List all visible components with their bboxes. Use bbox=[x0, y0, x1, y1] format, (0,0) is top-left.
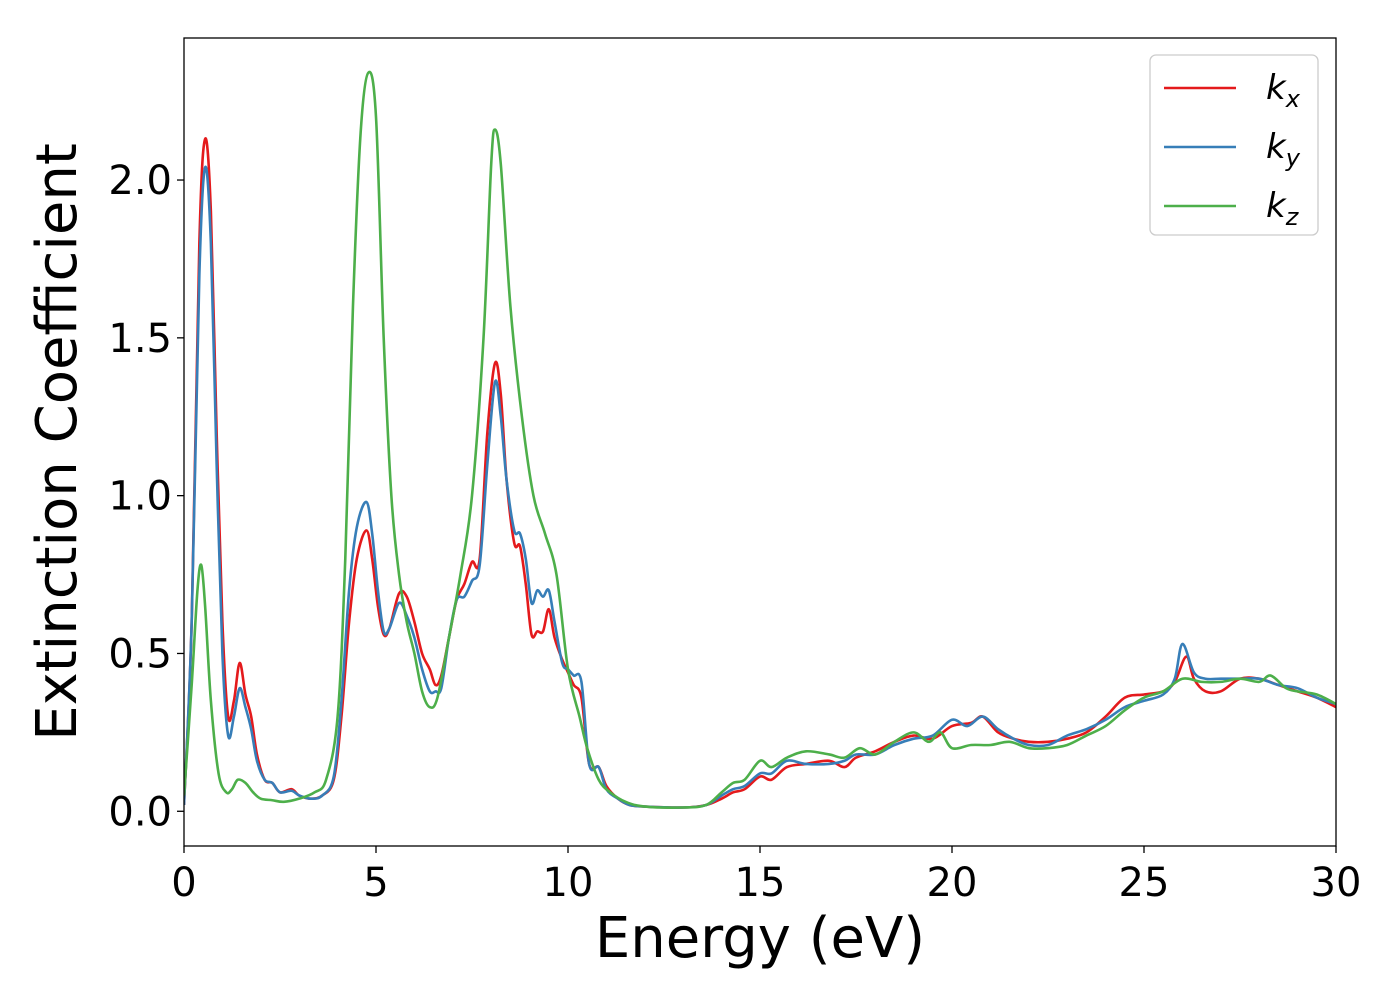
legend-label-base: k bbox=[1266, 127, 1287, 167]
plot-area bbox=[184, 38, 1336, 846]
x-tick-label: 25 bbox=[1119, 860, 1170, 906]
y-tick-label: 1.5 bbox=[108, 316, 172, 362]
x-axis-label: Energy (eV) bbox=[595, 906, 925, 971]
x-tick-label: 20 bbox=[927, 860, 978, 906]
y-tick-label: 1.0 bbox=[108, 474, 172, 520]
y-axis-ticks: 0.0 0.5 1.0 1.5 2.0 bbox=[108, 158, 184, 835]
legend-box bbox=[1149, 54, 1319, 236]
x-tick-label: 0 bbox=[171, 860, 196, 906]
x-tick-label: 10 bbox=[543, 860, 594, 906]
legend-label-kz: kz bbox=[1266, 186, 1300, 231]
legend-label-kx: kx bbox=[1266, 68, 1301, 113]
series-line-kz bbox=[184, 70, 1336, 809]
y-axis-label: Extinction Coefficient bbox=[25, 143, 90, 741]
legend-label-base: k bbox=[1266, 68, 1287, 108]
legend-label-subscript: x bbox=[1285, 85, 1301, 113]
y-tick-label: 2.0 bbox=[108, 158, 172, 204]
legend-label-base: k bbox=[1266, 186, 1287, 226]
x-tick-label: 30 bbox=[1311, 860, 1362, 906]
legend-label-subscript: y bbox=[1285, 144, 1301, 172]
y-tick-label: 0.5 bbox=[108, 631, 172, 677]
series-layer bbox=[184, 70, 1336, 809]
y-tick-label: 0.0 bbox=[108, 789, 172, 835]
legend-label-subscript: z bbox=[1285, 203, 1300, 231]
legend-label-ky: ky bbox=[1266, 127, 1301, 172]
x-tick-label: 15 bbox=[735, 860, 786, 906]
x-axis-ticks: 0 5 10 15 20 25 30 bbox=[171, 846, 1361, 906]
series-line-ky bbox=[184, 165, 1336, 809]
x-tick-label: 5 bbox=[363, 860, 388, 906]
